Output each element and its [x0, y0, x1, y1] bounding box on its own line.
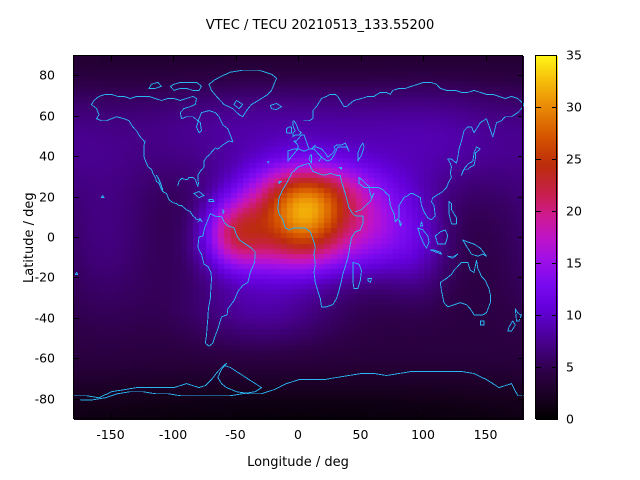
colorbar-tick-label: 25: [566, 151, 582, 167]
x-tick-label: 100: [411, 427, 435, 442]
heatmap-plot-area: [73, 55, 524, 420]
y-tick-label: 20: [39, 189, 55, 205]
y-tick-label: 80: [39, 67, 55, 83]
y-tick-label: -80: [34, 391, 55, 407]
x-axis-label: Longitude / deg: [247, 455, 349, 470]
vtec-heatmap-field: [74, 56, 524, 420]
x-tick-label: -50: [225, 427, 246, 442]
coastline-overlay: [74, 69, 524, 401]
colorbar-tick-label: 15: [566, 255, 582, 271]
x-tick-label: 150: [473, 427, 498, 442]
y-tick-label: 60: [39, 108, 55, 124]
colorbar-tick-label: 30: [566, 99, 582, 115]
colorbar-gradient: [536, 56, 558, 420]
x-tick-label: -150: [96, 427, 125, 442]
y-tick-label: -40: [34, 310, 55, 326]
y-axis-label: Latitude / deg: [22, 191, 37, 283]
chart-title: VTEC / TECU 20210513_133.55200: [205, 18, 435, 33]
y-tick-label: -60: [34, 350, 55, 366]
x-tick-label: 0: [294, 427, 302, 442]
x-tick-label: 50: [352, 427, 369, 442]
y-tick-label: 40: [39, 148, 55, 164]
x-tick-label: -100: [158, 427, 188, 442]
colorbar-tick-label: 35: [566, 47, 582, 63]
colorbar-tick-label: 10: [566, 307, 582, 323]
colorbar: [535, 55, 558, 420]
colorbar-tick-label: 5: [566, 359, 574, 375]
y-tick-label: -20: [34, 269, 55, 285]
y-tick-label: 0: [47, 229, 55, 245]
colorbar-tick-label: 0: [566, 411, 574, 427]
colorbar-tick-label: 20: [566, 203, 582, 219]
